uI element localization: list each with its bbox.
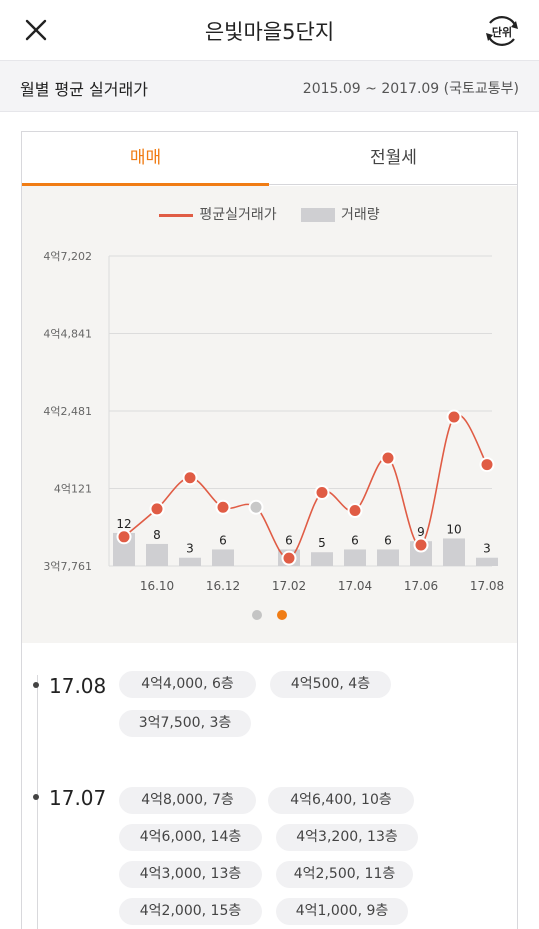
x-tick-label: 17.06 <box>404 579 438 593</box>
close-icon[interactable] <box>18 12 54 48</box>
section-title: 월별 평균 실거래가 <box>20 80 148 99</box>
volume-bar <box>311 552 333 566</box>
volume-bar <box>443 538 465 566</box>
page-title: 은빛마을5단지 <box>204 20 335 44</box>
page-dot-2[interactable] <box>277 610 288 620</box>
volume-label: 12 <box>116 517 131 531</box>
volume-label: 6 <box>351 533 359 547</box>
x-tick-label: 17.04 <box>338 579 372 593</box>
price-point <box>347 503 363 519</box>
timeline-line <box>37 675 38 929</box>
month-label: 17.07 <box>49 786 107 810</box>
volume-label: 6 <box>219 533 227 547</box>
volume-label: 3 <box>186 542 194 556</box>
price-point <box>248 499 264 515</box>
legend-item-volume: 거래량 <box>301 204 380 224</box>
volume-bar <box>344 549 366 566</box>
x-tick-label: 16.10 <box>140 579 174 593</box>
volume-bar <box>377 549 399 566</box>
chart-legend: 평균실거래가 거래량 <box>22 204 517 226</box>
month-label: 17.08 <box>49 674 107 698</box>
transaction-chip[interactable]: 3억7,500, 3층 <box>119 710 251 737</box>
tab-sale[interactable]: 매매 <box>22 132 269 186</box>
price-point <box>281 550 297 566</box>
transaction-chip[interactable]: 4억6,000, 14층 <box>119 824 262 851</box>
y-tick-label: 3억7,761 <box>43 560 92 573</box>
volume-label: 10 <box>446 522 461 536</box>
volume-bar <box>179 557 201 566</box>
volume-label: 5 <box>318 536 326 550</box>
price-point <box>182 470 198 486</box>
price-chart: 4억7,202 4억4,841 4억2,481 4억121 3억7,761 12 8 3 6 6… <box>43 250 504 593</box>
transaction-chip[interactable]: 4억8,000, 7층 <box>119 787 256 814</box>
sub-header: 월별 평균 실거래가 2015.09 ~ 2017.09 (국토교통부) <box>0 60 539 112</box>
price-point <box>149 501 165 517</box>
volume-label: 9 <box>417 525 425 539</box>
volume-label: 8 <box>153 528 161 542</box>
timeline-bullet <box>33 682 39 688</box>
price-point <box>380 450 396 466</box>
transaction-chip[interactable]: 4억2,000, 15층 <box>119 898 262 925</box>
volume-label: 6 <box>285 533 293 547</box>
price-point <box>479 457 495 473</box>
x-tick-label: 16.12 <box>206 579 240 593</box>
top-bar: 은빛마을5단지 단위 <box>0 0 539 60</box>
y-tick-label: 4억4,841 <box>43 328 92 341</box>
transaction-chip[interactable]: 4억500, 4층 <box>270 671 391 698</box>
transaction-chip[interactable]: 4억1,000, 9층 <box>276 898 408 925</box>
y-tick-label: 4억121 <box>54 483 92 496</box>
unit-toggle-button[interactable]: 단위 <box>482 11 522 51</box>
transaction-chip[interactable]: 4억4,000, 6층 <box>119 671 256 698</box>
legend-price-label: 평균실거래가 <box>199 207 277 223</box>
price-point <box>215 499 231 515</box>
volume-bar <box>212 549 234 566</box>
legend-item-price: 평균실거래가 <box>159 204 277 224</box>
transaction-chip[interactable]: 4억3,000, 13층 <box>119 861 262 888</box>
legend-line-swatch <box>159 213 194 217</box>
transaction-chip[interactable]: 4억2,500, 11층 <box>276 861 413 888</box>
x-tick-label: 17.08 <box>470 579 504 593</box>
unit-label: 단위 <box>492 25 512 39</box>
volume-label: 3 <box>483 542 491 556</box>
volume-bar <box>146 543 168 566</box>
price-point <box>413 537 429 553</box>
timeline-bullet <box>33 794 39 800</box>
price-point <box>446 409 462 425</box>
x-tick-label: 17.02 <box>272 579 306 593</box>
tab-bar: 매매 전월세 <box>22 132 517 186</box>
page-indicator <box>22 605 517 624</box>
page-dot-1[interactable] <box>251 610 262 620</box>
volume-bar <box>476 557 498 566</box>
chart-area: 평균실거래가 거래량 4억7,202 4억4,841 4억2,481 4억121 3억7… <box>22 186 517 643</box>
price-line <box>123 414 488 559</box>
price-card: 매매 전월세 평균실거래가 거래량 4억7,202 4억4,841 4억2,481 4… <box>21 131 518 929</box>
volume-label: 6 <box>384 533 392 547</box>
legend-bar-swatch <box>301 208 336 222</box>
y-tick-label: 4억2,481 <box>43 405 92 418</box>
date-range: 2015.09 ~ 2017.09 (국토교통부) <box>302 81 519 97</box>
price-point <box>314 484 330 500</box>
transaction-chip[interactable]: 4억6,400, 10층 <box>268 787 414 814</box>
y-tick-label: 4억7,202 <box>43 250 92 263</box>
transaction-chip[interactable]: 4억3,200, 13층 <box>276 824 418 851</box>
price-point <box>116 529 132 545</box>
tab-rent[interactable]: 전월세 <box>370 148 417 168</box>
legend-volume-label: 거래량 <box>341 207 380 223</box>
